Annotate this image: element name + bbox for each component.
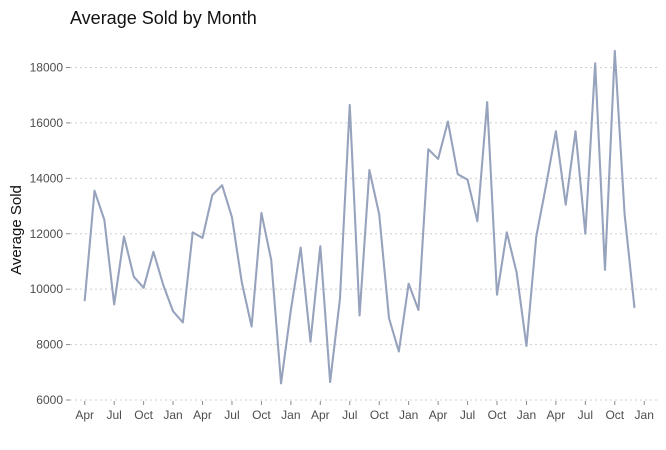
x-tick-label: Oct bbox=[370, 408, 389, 422]
x-tick-label: Apr bbox=[311, 408, 330, 422]
chart-title: Average Sold by Month bbox=[70, 8, 257, 28]
x-tick-label: Jan bbox=[281, 408, 300, 422]
series-group bbox=[83, 49, 636, 385]
x-tick-label: Apr bbox=[75, 408, 94, 422]
x-tick-label: Oct bbox=[134, 408, 153, 422]
x-tick-label: Jan bbox=[399, 408, 418, 422]
x-axis-ticks: Apr Jul Oct Jan Apr Jul Oct Jan Apr Jul Oct Jan Apr J… bbox=[75, 401, 654, 422]
x-tick-label: Jul bbox=[342, 408, 357, 422]
series-line bbox=[83, 49, 636, 385]
x-tick-label: Jan bbox=[163, 408, 182, 422]
y-axis-ticks: 6000 8000 10000 12000 14000 16000 18000 bbox=[30, 61, 70, 407]
x-tick-label: Oct bbox=[605, 408, 624, 422]
x-tick-label: Jan bbox=[517, 408, 536, 422]
x-tick-label: Jul bbox=[578, 408, 593, 422]
x-tick-label: Oct bbox=[488, 408, 507, 422]
y-tick-label: 16000 bbox=[30, 116, 64, 130]
y-tick-label: 8000 bbox=[36, 338, 63, 352]
x-tick-label: Jul bbox=[224, 408, 239, 422]
y-tick-label: 18000 bbox=[30, 61, 64, 75]
gridlines bbox=[70, 67, 657, 401]
x-tick-label: Jul bbox=[460, 408, 475, 422]
y-tick-label: 14000 bbox=[30, 171, 64, 185]
y-axis-title: Average Sold bbox=[8, 185, 25, 275]
x-tick-label: Apr bbox=[193, 408, 212, 422]
x-tick-label: Oct bbox=[252, 408, 271, 422]
y-tick-label: 6000 bbox=[36, 393, 63, 407]
x-tick-label: Apr bbox=[547, 408, 566, 422]
x-tick-label: Jan bbox=[635, 408, 654, 422]
x-tick-label: Jul bbox=[107, 408, 122, 422]
x-tick-label: Apr bbox=[429, 408, 448, 422]
y-tick-label: 10000 bbox=[30, 282, 64, 296]
y-tick-label: 12000 bbox=[30, 227, 64, 241]
